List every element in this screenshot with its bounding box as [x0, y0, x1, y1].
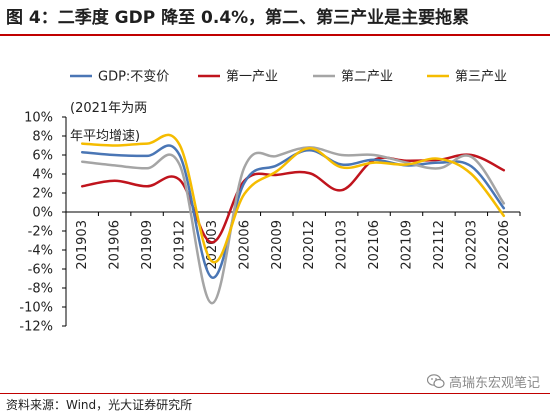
line-chart: GDP:不变价 第一产业 第二产业 第三产业 (2021年为两 年平均增速) 10% 8…: [19, 69, 521, 335]
wechat-icon: [426, 374, 445, 389]
series-line-3: [80, 146, 506, 305]
chart-legend: GDP:不变价 第一产业 第二产业 第三产业: [70, 69, 507, 85]
series-line-1: [80, 144, 506, 279]
y-tick-label: -10%: [19, 301, 53, 316]
y-tick-label: 6%: [32, 149, 53, 164]
legend-label-1: GDP:不变价: [98, 69, 169, 85]
title-divider: [0, 34, 550, 36]
chart-annotation-line-2: 年平均增速): [70, 129, 140, 144]
x-tick-label: 202103: [335, 220, 350, 270]
y-tick-label: -8%: [28, 282, 53, 297]
y-tick-label: -6%: [28, 263, 53, 278]
footer-divider: [0, 393, 550, 394]
y-tick-label: -2%: [28, 225, 53, 240]
x-axis: 201903 201906 201909 201912 202003 202006 2020…: [65, 211, 521, 270]
x-tick-label: 202203: [464, 220, 479, 270]
y-tick-label: 0%: [32, 206, 53, 221]
y-tick-label: -12%: [19, 320, 53, 335]
legend-label-3: 第二产业: [341, 70, 393, 85]
series-lines: [80, 133, 506, 305]
y-tick-label: 2%: [32, 187, 53, 202]
series-line-4: [80, 133, 506, 264]
y-tick-label: 8%: [32, 130, 53, 145]
x-tick-label: 202006: [237, 220, 252, 270]
y-tick-label: 10%: [24, 111, 53, 126]
x-tick-label: 201906: [108, 220, 123, 270]
x-tick-label: 202109: [400, 220, 415, 270]
legend-label-2: 第一产业: [226, 70, 278, 85]
y-tick-label: 4%: [32, 168, 53, 183]
watermark-text: 高瑞东宏观笔记: [448, 376, 540, 391]
x-tick-label: 202112: [432, 220, 447, 270]
y-tick-label: -4%: [28, 244, 53, 259]
legend-label-4: 第三产业: [455, 70, 507, 85]
chart-annotation-line-1: (2021年为两: [70, 101, 147, 116]
x-tick-label: 201912: [173, 220, 188, 270]
x-tick-label: 202106: [367, 220, 382, 270]
watermark: 高瑞东宏观笔记: [426, 372, 540, 391]
x-tick-label: 202009: [270, 220, 285, 270]
x-tick-label: 202206: [497, 220, 512, 270]
y-axis: 10% 8% 6% 4% 2% 0% -2% -4% -6% -8% -10% -12%: [19, 111, 67, 335]
figure-title: 图 4：二季度 GDP 降至 0.4%，第二、第三产业是主要拖累: [6, 8, 470, 28]
source-note: 资料来源：Wind，光大证券研究所: [6, 398, 193, 412]
series-line-2: [80, 153, 506, 244]
x-tick-label: 201903: [75, 220, 90, 270]
x-tick-label: 201909: [140, 220, 155, 270]
x-tick-label: 202012: [302, 220, 317, 270]
